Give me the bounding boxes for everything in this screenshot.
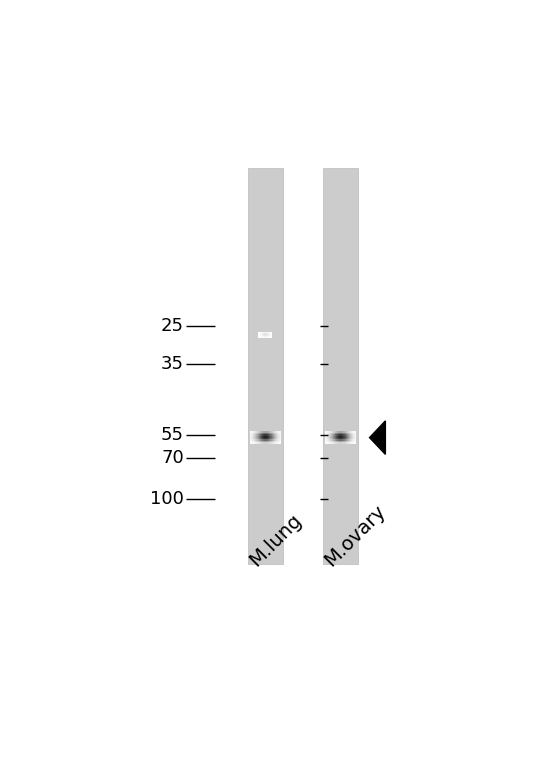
Text: 25: 25 bbox=[161, 317, 184, 335]
Bar bbox=[323, 168, 358, 564]
Bar bbox=[247, 168, 283, 564]
Text: 35: 35 bbox=[161, 355, 184, 373]
Text: 100: 100 bbox=[150, 490, 184, 508]
Text: M.ovary: M.ovary bbox=[321, 501, 390, 570]
Polygon shape bbox=[370, 421, 385, 454]
Text: M.lung: M.lung bbox=[246, 510, 305, 570]
Text: 70: 70 bbox=[161, 449, 184, 467]
Text: 55: 55 bbox=[161, 426, 184, 443]
